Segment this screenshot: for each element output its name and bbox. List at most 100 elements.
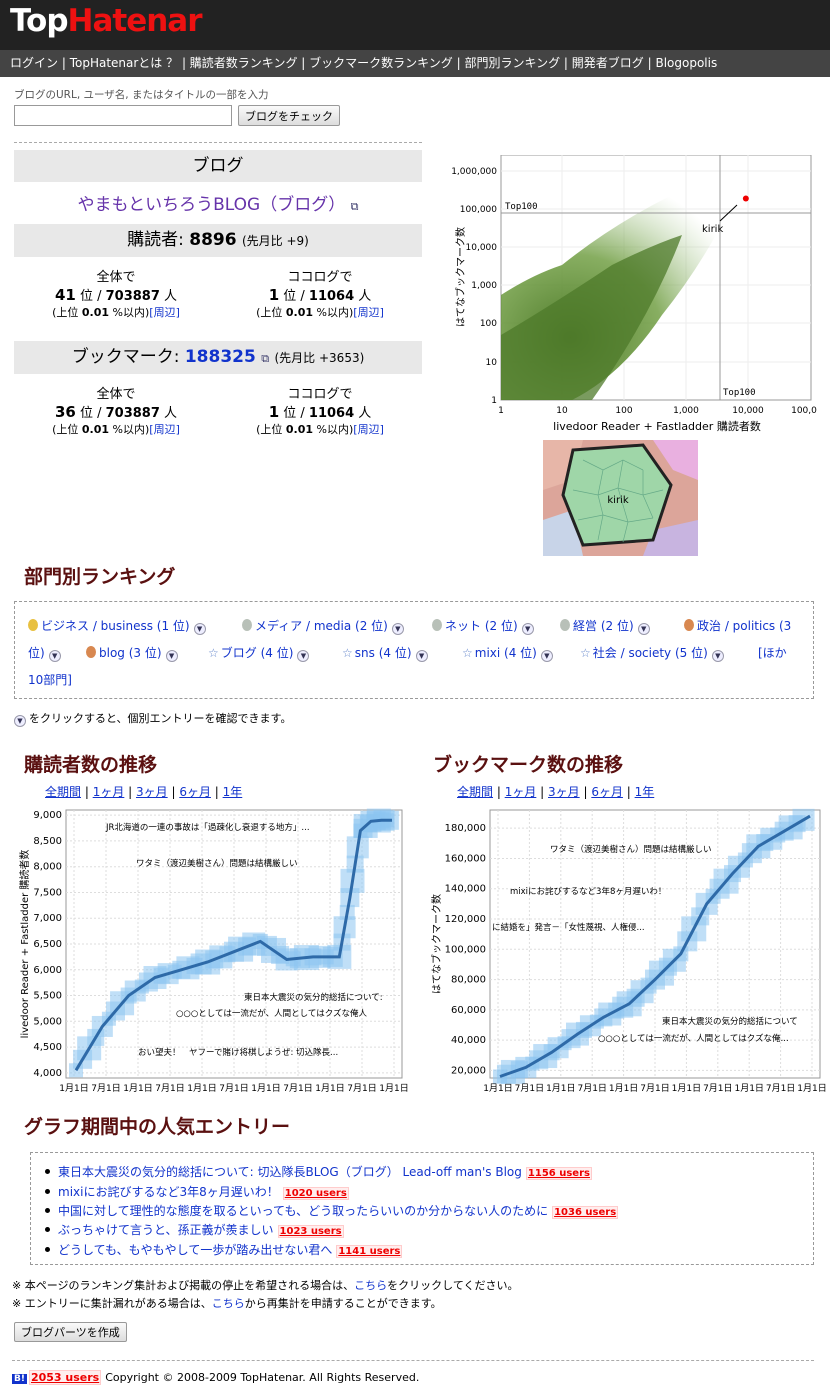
- blog-title-link[interactable]: やまもといちろうBLOG（ブログ）: [77, 195, 346, 215]
- entry-link[interactable]: 東日本大震災の気分的総括について: 切込隊長BLOG（ブログ） Lead-off…: [58, 1165, 522, 1179]
- footer-users-badge[interactable]: 2053 users: [28, 1370, 102, 1385]
- category-business[interactable]: ビジネス / business (1 位) ▼: [28, 617, 206, 635]
- users-badge[interactable]: 1156 users: [525, 1167, 592, 1180]
- nav-subscriber-ranking[interactable]: 購読者数ランキング: [189, 56, 298, 70]
- category-more[interactable]: [ほか: [758, 644, 787, 661]
- category-label[interactable]: blog (3 位): [99, 646, 162, 660]
- chevron-down-icon[interactable]: ▼: [165, 650, 178, 662]
- chevron-down-icon[interactable]: ▼: [297, 650, 310, 662]
- top100-label-a: Top100: [505, 202, 538, 212]
- category-politics-cont[interactable]: 位) ▼: [28, 644, 61, 662]
- x-ticks: 1月1日 7月1日 1月1日 7月1日 1月1日 7月1日 1月1日 7月1日 1月1日 7月1日…: [59, 1083, 408, 1094]
- external-link-icon[interactable]: ⧉: [350, 200, 359, 213]
- chevron-down-icon[interactable]: ▼: [521, 623, 534, 635]
- users-badge[interactable]: 1141 users: [336, 1245, 403, 1258]
- chevron-down-icon[interactable]: ▼: [711, 650, 724, 662]
- period-6m[interactable]: 6ヶ月: [179, 785, 211, 799]
- nav-category-ranking[interactable]: 部門別ランキング: [464, 56, 561, 70]
- category-politics[interactable]: 政治 / politics (3: [684, 617, 791, 634]
- period-1m[interactable]: 1ヶ月: [92, 785, 125, 799]
- nearby-link[interactable]: [周辺]: [353, 306, 384, 319]
- period-1y[interactable]: 1年: [222, 785, 243, 799]
- period-all[interactable]: 全期間: [45, 785, 82, 799]
- blogopolis-map[interactable]: kirik: [543, 440, 698, 556]
- chevron-down-icon[interactable]: ▼: [415, 650, 428, 662]
- category-label[interactable]: sns (4 位): [354, 646, 412, 660]
- rank-total: 11064: [308, 289, 355, 304]
- recount-link[interactable]: こちら: [211, 1297, 245, 1310]
- category-sns[interactable]: ☆ sns (4 位) ▼: [342, 644, 428, 662]
- category-more-cont[interactable]: 10部門]: [28, 671, 72, 688]
- category-media[interactable]: メディア / media (2 位) ▼: [242, 617, 404, 635]
- category-blog[interactable]: blog (3 位) ▼: [86, 644, 178, 662]
- categories-hint: ▼ をクリックすると、個別エントリーを確認できます。: [14, 710, 291, 727]
- period-1y[interactable]: 1年: [634, 785, 655, 799]
- period-3m[interactable]: 3ヶ月: [548, 785, 580, 799]
- y-tick: 5,500: [33, 991, 62, 1002]
- category-label[interactable]: 位): [28, 646, 45, 660]
- hatena-bookmark-icon[interactable]: B!: [12, 1374, 27, 1384]
- nav-about[interactable]: TopHatenarとは ？: [69, 56, 179, 70]
- y-tick: 10: [486, 358, 498, 368]
- nearby-link[interactable]: [周辺]: [353, 423, 384, 436]
- chevron-down-icon[interactable]: ▼: [193, 623, 206, 635]
- chevron-down-icon[interactable]: ▼: [391, 623, 404, 635]
- category-label[interactable]: [ほか: [758, 646, 787, 660]
- category-label[interactable]: ネット (2 位): [445, 619, 518, 633]
- site-logo[interactable]: TopHatenar: [10, 3, 203, 39]
- external-link-icon[interactable]: ⧉: [261, 352, 270, 365]
- nav-dev-blog[interactable]: 開発者ブログ: [571, 56, 644, 70]
- nearby-link[interactable]: [周辺]: [149, 306, 180, 319]
- entry-link[interactable]: ぶっちゃけて言うと、孫正義が羨ましい: [58, 1223, 274, 1237]
- check-blog-button[interactable]: ブログをチェック: [238, 105, 340, 126]
- make-blog-parts-button[interactable]: ブログパーツを作成: [14, 1322, 127, 1342]
- period-all[interactable]: 全期間: [457, 785, 494, 799]
- subscriber-period-links: 全期間 | 1ヶ月 | 3ヶ月 | 6ヶ月 | 1年: [45, 785, 243, 799]
- category-label[interactable]: 10部門]: [28, 673, 72, 687]
- entry-link[interactable]: どうしても、もやもやして一歩が踏み出せない君へ: [58, 1243, 333, 1257]
- category-label[interactable]: mixi (4 位): [474, 646, 537, 660]
- category-label[interactable]: 政治 / politics (3: [697, 619, 792, 633]
- nav-login[interactable]: ログイン: [10, 56, 59, 70]
- annotation: 東日本大震災の気分的総括について:: [244, 992, 383, 1003]
- nav-blogopolis[interactable]: Blogopolis: [655, 56, 718, 70]
- bullet: [45, 1247, 50, 1252]
- users-badge[interactable]: 1036 users: [552, 1206, 619, 1219]
- pct-suffix: %以内): [112, 306, 150, 319]
- category-label[interactable]: 経営 (2 位): [573, 619, 634, 633]
- period-1m[interactable]: 1ヶ月: [504, 785, 537, 799]
- nav-bookmark-ranking[interactable]: ブックマーク数ランキング: [309, 56, 453, 70]
- entry-link[interactable]: mixiにお詫びするなど3年8ヶ月遅いわ！: [58, 1185, 279, 1199]
- category-mixi[interactable]: ☆ mixi (4 位) ▼: [462, 644, 553, 662]
- period-3m[interactable]: 3ヶ月: [136, 785, 168, 799]
- users-badge[interactable]: 1020 users: [282, 1187, 349, 1200]
- category-label[interactable]: メディア / media (2 位): [255, 619, 388, 633]
- chevron-down-icon[interactable]: ▼: [637, 623, 650, 635]
- period-6m[interactable]: 6ヶ月: [591, 785, 623, 799]
- search-input[interactable]: [14, 105, 232, 126]
- nearby-link[interactable]: [周辺]: [149, 423, 180, 436]
- category-label[interactable]: ビジネス / business (1 位): [41, 619, 190, 633]
- category-management[interactable]: 経営 (2 位) ▼: [560, 617, 650, 635]
- bookmark-count[interactable]: 188325: [184, 347, 256, 367]
- category-society[interactable]: ☆ 社会 / society (5 位) ▼: [580, 644, 724, 662]
- popular-title: グラフ期間中の人気エントリー: [24, 1116, 291, 1138]
- scatter-plot: Top100 Top100 kirik 1,000,000 100,000 10…: [452, 155, 817, 433]
- blog-title[interactable]: やまもといちろうBLOG（ブログ） ⧉: [14, 190, 422, 215]
- pct-prefix: (上位: [52, 306, 79, 319]
- y-tick: 120,000: [445, 914, 486, 925]
- category-label[interactable]: ブログ (4 位): [220, 646, 294, 660]
- chevron-down-icon[interactable]: ▼: [48, 650, 61, 662]
- category-label[interactable]: 社会 / society (5 位): [592, 646, 708, 660]
- star-icon: ☆: [462, 646, 473, 660]
- list-item: ぶっちゃけて言うと、孫正義が羨ましい 1023 users: [45, 1221, 344, 1238]
- category-blog-jp[interactable]: ☆ ブログ (4 位) ▼: [208, 644, 310, 662]
- chevron-down-icon[interactable]: ▼: [540, 650, 553, 662]
- stop-request-link[interactable]: こちら: [354, 1279, 388, 1292]
- x-tick: 1月1日: [483, 1083, 512, 1094]
- users-badge[interactable]: 1023 users: [277, 1225, 344, 1238]
- entry-link[interactable]: 中国に対して理性的な態度を取るといっても、どう取ったらいいのか分からない人のため…: [58, 1204, 549, 1218]
- y-tick: 9,000: [33, 810, 62, 821]
- rank-unit: 位 /: [283, 289, 305, 304]
- category-net[interactable]: ネット (2 位) ▼: [432, 617, 534, 635]
